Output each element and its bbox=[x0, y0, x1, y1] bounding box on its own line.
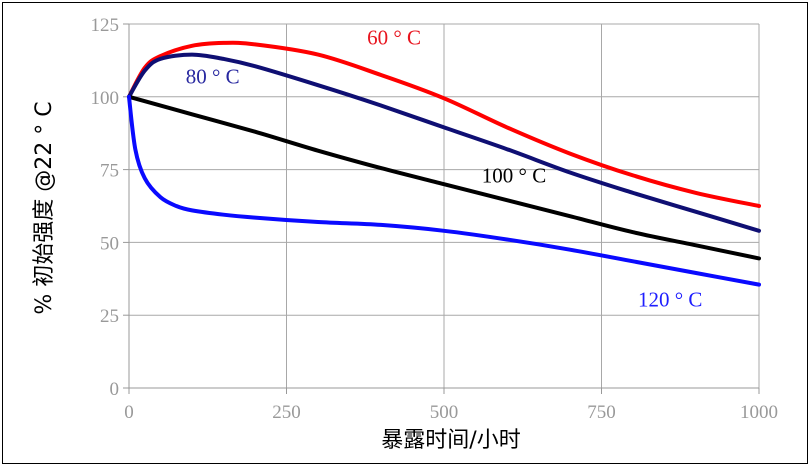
y-tick-label: 100 bbox=[91, 88, 120, 109]
series-line-2 bbox=[127, 52, 761, 233]
series-label-3: 100 ° C bbox=[482, 164, 546, 188]
x-tick-label: 500 bbox=[430, 402, 459, 423]
series-line-4 bbox=[127, 94, 761, 287]
x-tick-label: 750 bbox=[587, 402, 616, 423]
series-label-4: 120 ° C bbox=[638, 287, 702, 311]
y-tick-label: 50 bbox=[100, 233, 119, 254]
y-tick-label: 75 bbox=[100, 161, 119, 182]
y-axis-title: % 初始强度 @22 ° C bbox=[32, 101, 57, 314]
x-tick-label: 250 bbox=[272, 402, 301, 423]
x-axis-title: 暴露时间/小时 bbox=[381, 428, 520, 453]
y-tick-label: 25 bbox=[100, 306, 119, 327]
y-tick-label: 125 bbox=[91, 15, 120, 36]
series-labels: 60 ° C 80 ° C 100 ° C 120 ° C bbox=[186, 25, 703, 311]
y-tick-label: 0 bbox=[110, 379, 120, 400]
grid-lines bbox=[129, 23, 760, 388]
line-chart: 0 250 500 750 1000 0 25 50 75 100 125 60 ° C 80 ° C… bbox=[32, 15, 779, 453]
chart-frame: 0 250 500 750 1000 0 25 50 75 100 125 60 ° C 80 ° C… bbox=[2, 2, 808, 464]
series-label-1: 60 ° C bbox=[367, 25, 421, 49]
series-line-3 bbox=[127, 94, 761, 261]
series-lines bbox=[127, 40, 761, 287]
axes: 0 250 500 750 1000 0 25 50 75 100 125 bbox=[91, 15, 779, 423]
x-tick-label: 0 bbox=[124, 402, 134, 423]
x-tick-label: 1000 bbox=[740, 402, 778, 423]
series-line-1 bbox=[127, 40, 761, 208]
series-label-2: 80 ° C bbox=[186, 65, 240, 89]
